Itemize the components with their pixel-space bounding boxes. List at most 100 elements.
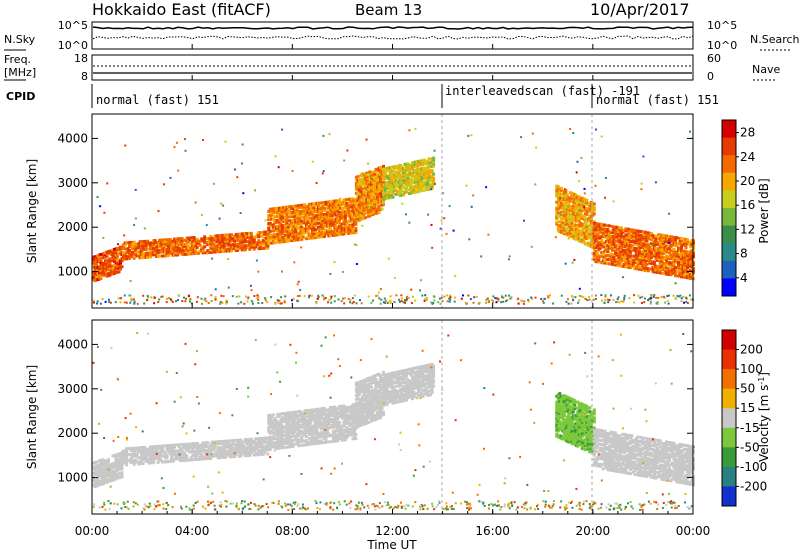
- echo-cell: [624, 265, 628, 269]
- echo-cell: [622, 243, 626, 247]
- echo-cell: [612, 200, 615, 203]
- echo-cell: [671, 237, 674, 241]
- echo-cell: [655, 252, 659, 256]
- echo-cell: [280, 302, 283, 305]
- echo-cell: [601, 261, 605, 265]
- echo-cell: [210, 250, 214, 254]
- echo-cell: [257, 239, 261, 243]
- echo-cell: [420, 187, 423, 191]
- echo-cell: [319, 229, 323, 233]
- echo-cell: [671, 243, 674, 247]
- echo-cell: [221, 237, 225, 241]
- echo-cell: [610, 248, 614, 252]
- echo-cell: [153, 296, 156, 299]
- echo-cell: [431, 246, 434, 249]
- echo-cell: [613, 263, 617, 267]
- echo-cell: [577, 195, 581, 199]
- echo-cell: [661, 264, 665, 267]
- echo-cell: [296, 295, 299, 297]
- echo-cell: [263, 450, 267, 454]
- echo-cell: [643, 260, 647, 264]
- echo-cell: [405, 186, 408, 190]
- echo-cell: [649, 259, 653, 263]
- echo-cell: [415, 186, 419, 190]
- echo-cell: [354, 222, 358, 226]
- echo-cell: [574, 193, 578, 197]
- echo-cell: [376, 294, 379, 297]
- echo-cell: [203, 299, 206, 302]
- colorbar-tick-label: 4: [740, 271, 748, 285]
- echo-cell: [152, 459, 156, 463]
- echo-cell: [324, 228, 328, 232]
- echo-cell: [177, 445, 181, 449]
- echo-cell: [319, 209, 323, 213]
- echo-cell: [687, 258, 691, 262]
- echo-cell: [268, 221, 272, 225]
- echo-cell: [185, 454, 189, 458]
- echo-cell: [283, 209, 287, 213]
- echo-cell: [174, 247, 178, 251]
- echo-cell: [646, 235, 650, 239]
- echo-cell: [294, 232, 298, 236]
- echo-cell: [595, 128, 597, 131]
- echo-cell: [122, 461, 125, 465]
- echo-cell: [147, 449, 151, 453]
- echo-cell: [264, 446, 268, 450]
- echo-cell: [131, 242, 135, 246]
- echo-cell: [669, 271, 673, 275]
- echo-cell: [337, 201, 341, 205]
- echo-cell: [110, 467, 113, 471]
- echo-cell: [237, 446, 241, 450]
- echo-cell: [414, 127, 417, 130]
- echo-cell: [619, 258, 623, 262]
- echo-cell: [210, 446, 214, 450]
- echo-cell: [263, 440, 267, 444]
- echo-cell: [108, 301, 111, 303]
- echo-cell: [93, 301, 95, 304]
- echo-cell: [430, 186, 434, 190]
- echo-cell: [301, 413, 305, 417]
- echo-cell: [619, 234, 623, 238]
- echo-cell: [420, 169, 423, 173]
- echo-cell: [598, 254, 602, 258]
- echo-cell: [189, 299, 191, 302]
- echo-cell: [352, 199, 356, 203]
- echo-cell: [492, 300, 494, 303]
- colorbar-swatch: [722, 172, 736, 191]
- echo-cell: [274, 207, 278, 210]
- echo-cell: [443, 217, 446, 220]
- echo-cell: [521, 300, 524, 303]
- echo-cell: [654, 238, 658, 242]
- echo-cell: [282, 446, 286, 450]
- echo-cell: [237, 242, 241, 246]
- echo-cell: [267, 242, 271, 245]
- echo-cell: [389, 299, 392, 302]
- echo-cell: [648, 233, 652, 237]
- echo-cell: [637, 249, 641, 253]
- echo-cell: [248, 445, 252, 449]
- beam-label: Beam 13: [355, 1, 422, 19]
- echo-cell: [103, 211, 106, 214]
- echo-cell: [360, 197, 364, 201]
- echo-cell: [177, 239, 181, 243]
- echo-cell: [649, 251, 653, 255]
- echo-cell: [227, 441, 231, 445]
- echo-cell: [661, 234, 665, 237]
- colorbar-swatch: [722, 278, 736, 297]
- echo-cell: [421, 176, 425, 180]
- echo-cell: [389, 295, 392, 298]
- echo-cell: [333, 261, 336, 263]
- echo-cell: [680, 257, 683, 261]
- echo-cell: [285, 217, 289, 221]
- echo-cell: [368, 214, 372, 218]
- echo-cell: [616, 244, 620, 247]
- echo-cell: [286, 427, 290, 431]
- echo-cell: [401, 174, 404, 176]
- echo-cell: [240, 301, 243, 304]
- freq-tick-top: 18: [74, 52, 88, 65]
- echo-cell: [423, 299, 426, 302]
- echo-cell: [292, 418, 296, 422]
- echo-cell: [395, 294, 398, 297]
- echo-cell: [254, 243, 258, 247]
- echo-cell: [297, 426, 301, 430]
